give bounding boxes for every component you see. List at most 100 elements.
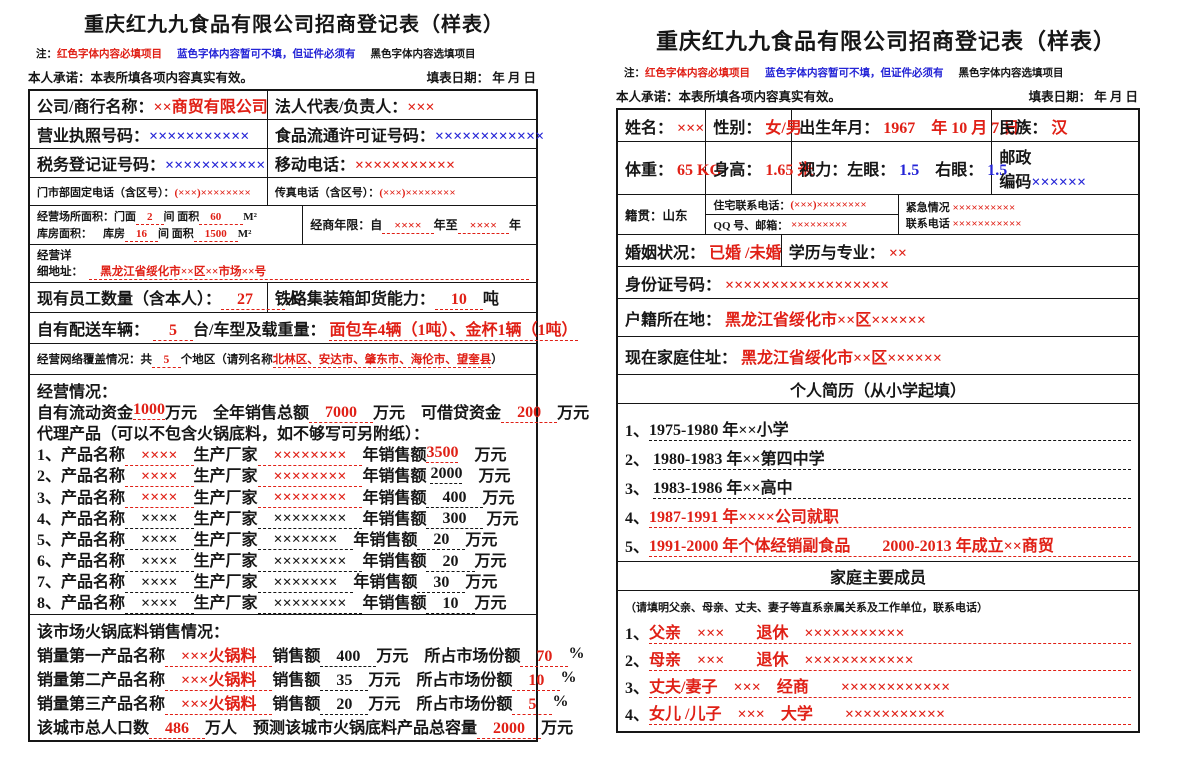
form-cell: 铁路集装箱卸货能力： 10 吨: [268, 283, 536, 312]
field-label: 1、产品名称: [37, 447, 126, 465]
fill-in-value[interactable]: ××××××××: [257, 547, 363, 572]
fill-in-value[interactable]: 5: [152, 351, 181, 368]
fill-in-value[interactable]: 丈夫/妻子 ××× 经商 ××××××××××××: [649, 673, 1131, 698]
table-row: 经营场所面积：门面 2 间 面积 60 M² 库房面积： 库房 16 间 面积 1…: [30, 206, 536, 245]
fill-in-value[interactable]: 1500: [193, 225, 238, 242]
fill-in-value[interactable]: 1980-1983 年××第四中学: [653, 445, 1131, 470]
fill-in-value[interactable]: 面包车4辆（1吨）、金杯1辆（1吨）: [329, 316, 578, 341]
field-label: 销售额: [272, 672, 321, 690]
table-row: 现在家庭住址： 黑龙江省绥化市××区××××××: [618, 337, 1138, 375]
fill-in-value[interactable]: 3500: [426, 443, 459, 463]
field-label: 万元: [474, 595, 507, 613]
field-label: 万元: [557, 404, 590, 422]
fill-in-value[interactable]: 486: [149, 714, 206, 739]
fill-in-value[interactable]: 7000: [309, 398, 374, 424]
fill-in-value[interactable]: ××××××××: [257, 441, 363, 466]
fill-in-value[interactable]: ×××火锅料: [165, 690, 273, 715]
fill-in-value[interactable]: 30: [417, 568, 466, 593]
table-row: 姓名： ××× 性别： 女/男 出生年月： 1967 年 10 月 7 日民族： 汉: [618, 110, 1138, 142]
fill-in-value[interactable]: 2: [136, 208, 164, 225]
fill-in-value[interactable]: 黑龙江省绥化市××区××市场××号: [88, 263, 529, 280]
fill-in-value[interactable]: ××××: [125, 568, 194, 593]
field-label: 2、: [625, 451, 654, 469]
fill-in-value[interactable]: ××××: [125, 525, 194, 551]
fill-in-value[interactable]: 父亲 ××× 退休 ×××××××××××: [649, 619, 1131, 644]
fill-in-value[interactable]: 10: [426, 589, 475, 614]
field-label: 1.65 米: [765, 162, 814, 179]
fill-in-value[interactable]: ××××: [125, 441, 194, 466]
form-cell: 经营详 细地址： 黑龙江省绥化市××区××市场××号: [30, 245, 536, 282]
fill-in-value[interactable]: 300: [426, 504, 483, 530]
fill-date-line: 填表日期： 年 月 日: [426, 71, 536, 85]
field-label: 万元: [465, 531, 498, 549]
fill-in-value[interactable]: ×××××××: [257, 568, 354, 593]
fill-in-value[interactable]: 女儿 /儿子 ××× 大学 ×××××××××××: [649, 700, 1131, 725]
fill-in-value[interactable]: 10: [434, 285, 483, 310]
fill-in-value[interactable]: ×××火锅料: [165, 642, 273, 667]
fill-in-value[interactable]: 5: [153, 316, 194, 341]
fill-in-value[interactable]: 400: [426, 483, 483, 509]
field-label: M²: [237, 228, 252, 240]
fill-in-value[interactable]: 35: [320, 666, 369, 691]
fill-in-value[interactable]: 10: [512, 666, 561, 691]
field-label: 3、: [625, 480, 654, 498]
field-label: 铁路集装箱卸货能力：: [274, 291, 435, 308]
field-label: %: [552, 693, 569, 711]
fill-in-value[interactable]: 母亲 ××× 退休 ××××××××××××: [649, 646, 1131, 671]
fill-in-value[interactable]: 16: [125, 225, 158, 242]
field-label: 该市场火锅底料销售情况：: [37, 624, 230, 642]
fill-in-value[interactable]: ×××××××: [257, 525, 354, 551]
fill-in-value[interactable]: 20: [320, 690, 369, 715]
fill-in-value[interactable]: 20: [426, 547, 475, 572]
fill-in-value[interactable]: ××××: [125, 589, 194, 614]
fill-in-value[interactable]: 1975-1980 年××小学: [649, 416, 1131, 441]
field-label: 婚姻状况：: [625, 244, 710, 262]
fill-in-value[interactable]: 20: [417, 525, 466, 551]
fill-in-value[interactable]: ××××××××: [257, 589, 363, 614]
fill-in-value[interactable]: 27: [221, 285, 286, 310]
fill-in-value[interactable]: ××××: [382, 218, 434, 234]
fill-in-value[interactable]: 1983-1986 年××高中: [653, 474, 1131, 499]
field-label: 经商年限：自: [310, 218, 383, 232]
fill-in-value[interactable]: ××××: [125, 547, 194, 572]
form-cell: 食品流通许可证号码： ××××××××××××: [268, 120, 544, 148]
field-label: 生产厂家: [193, 574, 258, 592]
fill-in-value[interactable]: 2000: [477, 714, 542, 739]
table-row: （请填明父亲、母亲、丈夫、妻子等直系亲属关系及工作单位，联系电话） 1、 父亲 ××…: [618, 591, 1138, 731]
field-label: 自有配送车辆：: [37, 321, 154, 339]
field-label: 身份证号码：: [625, 276, 726, 294]
field-label: ××商贸有限公司: [153, 99, 268, 116]
legend-optional-black: 黑色字体内容选填项目: [958, 68, 1064, 79]
fill-in-value[interactable]: 60: [199, 208, 244, 225]
fill-in-value[interactable]: ××××: [125, 483, 194, 509]
field-label: 细地址：: [37, 266, 89, 278]
fill-in-value[interactable]: 70: [520, 642, 569, 667]
fill-in-value[interactable]: 1991-2000 年个体经销副食品 2000-2013 年成立××商贸: [649, 532, 1131, 557]
fill-in-value[interactable]: ××××: [125, 504, 194, 530]
fill-in-value[interactable]: ××××××××: [257, 504, 363, 530]
fill-in-value[interactable]: 北林区、安达市、肇东市、海伦市、望奎县: [272, 351, 492, 368]
fill-in-value[interactable]: 5: [512, 690, 553, 715]
fill-in-value[interactable]: 1000: [133, 401, 166, 421]
fill-in-value[interactable]: ××××: [457, 218, 509, 234]
fill-in-value[interactable]: 1987-1991 年××××公司就职: [649, 503, 1131, 528]
fill-in-value[interactable]: 2000: [430, 464, 463, 484]
field-label: 经营网络覆盖情况：共: [37, 353, 152, 366]
fill-in-value[interactable]: 400: [320, 642, 377, 667]
field-label: 8、产品名称: [37, 595, 126, 613]
fill-in-value[interactable]: 200: [501, 398, 558, 424]
fill-in-value[interactable]: ××××××××: [257, 483, 363, 509]
field-label: 个地区（请列名称: [180, 353, 273, 366]
fill-in-value[interactable]: ×××火锅料: [165, 666, 273, 691]
form-cell: 经营网络覆盖情况：共 5 个地区（请列名称 北林区、安达市、肇东市、海伦市、望奎县…: [30, 344, 536, 374]
field-label: 现有员工数量（含本人）：: [37, 291, 222, 308]
field-label: 生产厂家: [193, 553, 258, 571]
form-cell: 移动电话： ×××××××××××: [268, 149, 536, 177]
field-label: 万元: [482, 489, 515, 507]
field-label: 万元 可借贷资金: [373, 404, 502, 422]
page-title: 重庆红九九食品有限公司招商登记表（样表）: [655, 29, 1116, 54]
personal-info-table: 姓名： ××× 性别： 女/男 出生年月： 1967 年 10 月 7 日民族： 汉…: [616, 108, 1140, 733]
field-label: 年销售额: [362, 447, 427, 465]
fill-in-value[interactable]: ××××××××: [257, 462, 363, 487]
fill-in-value[interactable]: ××××: [125, 462, 194, 487]
